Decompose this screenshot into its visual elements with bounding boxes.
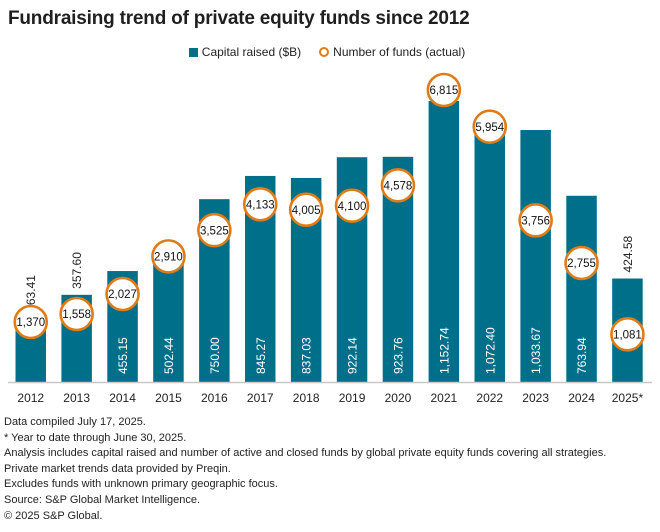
fund-count-marker: [151, 239, 186, 274]
fund-count-label: 1,558: [62, 309, 91, 321]
x-tick-label: 2021: [430, 391, 457, 405]
bar-2021: [428, 101, 460, 382]
bar-value-label: 837.03: [300, 337, 314, 374]
x-tick-label: 2023: [522, 391, 549, 405]
fund-count-label: 2,027: [108, 289, 137, 301]
fund-count-label: 1,081: [613, 330, 642, 342]
footnotes: Data compiled July 17, 2025. * Year to d…: [4, 415, 606, 524]
fund-count-label: 6,815: [429, 85, 458, 97]
bar-swatch-icon: [188, 47, 198, 57]
bar-label-group: 263.41 357.60 455.15 502.44 750.00 845.27 837.…: [24, 235, 635, 374]
bar-2015: [153, 259, 184, 382]
fund-count-marker: [426, 72, 462, 108]
fund-count-label: 1,370: [16, 317, 45, 329]
fund-count-marker: [334, 188, 370, 223]
note-excludes: Excludes funds with unknown primary geog…: [4, 478, 278, 491]
x-tick-group: 2012 2013 2014 2015 2016 2017 2018 2019 2020 2021…: [17, 391, 643, 405]
legend-item-funds: Number of funds (actual): [319, 45, 465, 59]
bar-group: [15, 101, 643, 383]
chart-title: Fundraising trend of private equity fund…: [8, 8, 470, 29]
fund-count-marker: [13, 304, 49, 340]
x-tick-label: 2019: [339, 391, 366, 405]
fund-count-marker: [288, 192, 324, 228]
fund-count-label: 2,755: [567, 258, 596, 270]
fund-count-label: 2,910: [154, 252, 183, 264]
x-tick-label: 2020: [385, 391, 412, 405]
note-compiled: Data compiled July 17, 2025.: [4, 416, 146, 428]
bar-value-label: 1,152.74: [437, 327, 451, 374]
fund-count-marker: [610, 317, 645, 352]
x-tick-label: 2018: [293, 391, 320, 405]
bar-value-label: 922.14: [346, 337, 360, 374]
fund-count-marker: [105, 276, 140, 312]
circle-marker-icon: [319, 47, 330, 57]
marker-group: 1,370 1,558 2,027 2,910 3,525 4,133 4,005 4,100…: [13, 72, 645, 352]
fund-count-label: 3,525: [200, 225, 229, 237]
x-tick-label: 2025*: [612, 391, 644, 405]
fund-count-label: 3,756: [521, 216, 550, 228]
legend-item-capital: Capital raised ($B): [188, 45, 302, 59]
bar-value-label: 750.00: [208, 337, 222, 374]
bar-value-label: 357.60: [70, 252, 84, 289]
fund-count-marker: [59, 296, 94, 332]
fund-count-label: 4,100: [338, 201, 367, 213]
fund-count-marker: [518, 203, 553, 238]
legend-label-capital: Capital raised ($B): [201, 45, 302, 59]
fund-count-label: 4,133: [246, 199, 275, 211]
fund-count-label: 5,954: [475, 122, 504, 134]
bar-value-label: 1,033.67: [529, 327, 543, 374]
bar-value-label: 424.58: [621, 235, 635, 272]
fund-count-label: 4,578: [384, 181, 413, 193]
note-source: Source: S&P Global Market Intelligence.: [4, 493, 201, 506]
x-tick-label: 2015: [155, 391, 182, 405]
bar-value-label: 455.15: [116, 337, 130, 374]
fund-count-marker: [380, 168, 416, 203]
note-copyright: © 2025 S&P Global.: [4, 509, 103, 522]
bar-value-label: 263.41: [24, 275, 38, 312]
fund-count-marker: [197, 212, 232, 248]
bar-2024: [566, 195, 597, 382]
bar-value-label: 923.76: [391, 337, 405, 374]
fund-count-marker: [472, 109, 508, 144]
x-tick-label: 2024: [568, 391, 595, 405]
x-tick-label: 2016: [201, 391, 228, 405]
bar-2023: [520, 130, 551, 382]
chart-legend: Capital raised ($B) Number of funds (act…: [0, 45, 660, 59]
x-tick-label: 2012: [17, 391, 44, 405]
bar-value-label: 1,072.40: [483, 327, 497, 374]
fund-count-marker: [242, 186, 278, 222]
chart-plot: 263.41 357.60 455.15 502.44 750.00 845.27 837.…: [8, 72, 652, 405]
x-tick-label: 2017: [247, 391, 274, 405]
fund-count-label: 4,005: [292, 205, 321, 217]
x-tick-label: 2014: [109, 391, 136, 405]
note-provider: Private market trends data provided by P…: [4, 462, 231, 475]
note-ytd: * Year to date through June 30, 2025.: [4, 431, 187, 444]
note-analysis: Analysis includes capital raised and num…: [4, 447, 607, 460]
bar-value-label: 763.94: [575, 337, 589, 374]
fund-count-marker: [564, 245, 599, 281]
bar-value-label: 502.44: [162, 337, 176, 374]
bar-value-label: 845.27: [254, 337, 268, 374]
bar-2022: [474, 120, 505, 383]
x-tick-label: 2013: [63, 391, 90, 405]
legend-label-funds: Number of funds (actual): [333, 45, 466, 59]
x-tick-label: 2022: [476, 391, 503, 405]
